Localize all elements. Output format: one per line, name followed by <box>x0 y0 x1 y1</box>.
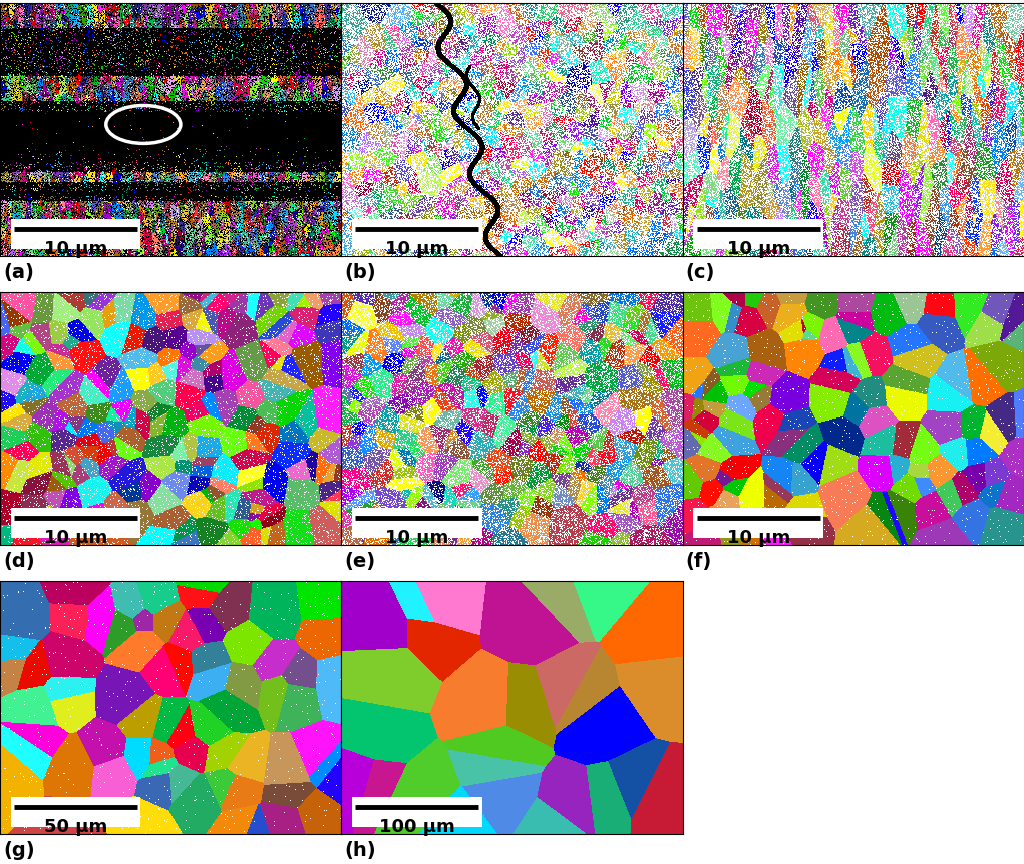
Text: (a): (a) <box>3 264 34 283</box>
Bar <box>10 219 140 249</box>
Bar <box>693 219 823 249</box>
Text: 100 μm: 100 μm <box>379 818 455 836</box>
Bar <box>10 507 140 538</box>
Text: (b): (b) <box>344 264 376 283</box>
Bar <box>352 797 481 827</box>
Bar <box>352 507 481 538</box>
Bar <box>693 507 823 538</box>
Text: 50 μm: 50 μm <box>44 818 108 836</box>
Bar <box>352 219 481 249</box>
Text: 10 μm: 10 μm <box>385 529 449 547</box>
Text: (c): (c) <box>686 264 715 283</box>
Text: 10 μm: 10 μm <box>385 240 449 258</box>
Text: 10 μm: 10 μm <box>44 529 108 547</box>
Text: 10 μm: 10 μm <box>727 529 790 547</box>
Text: (d): (d) <box>3 552 35 571</box>
Text: 10 μm: 10 μm <box>727 240 790 258</box>
Text: (f): (f) <box>686 552 712 571</box>
Text: 10 μm: 10 μm <box>44 240 108 258</box>
Text: (h): (h) <box>344 842 376 861</box>
Bar <box>10 797 140 827</box>
Text: (g): (g) <box>3 842 35 861</box>
Text: (e): (e) <box>344 552 376 571</box>
